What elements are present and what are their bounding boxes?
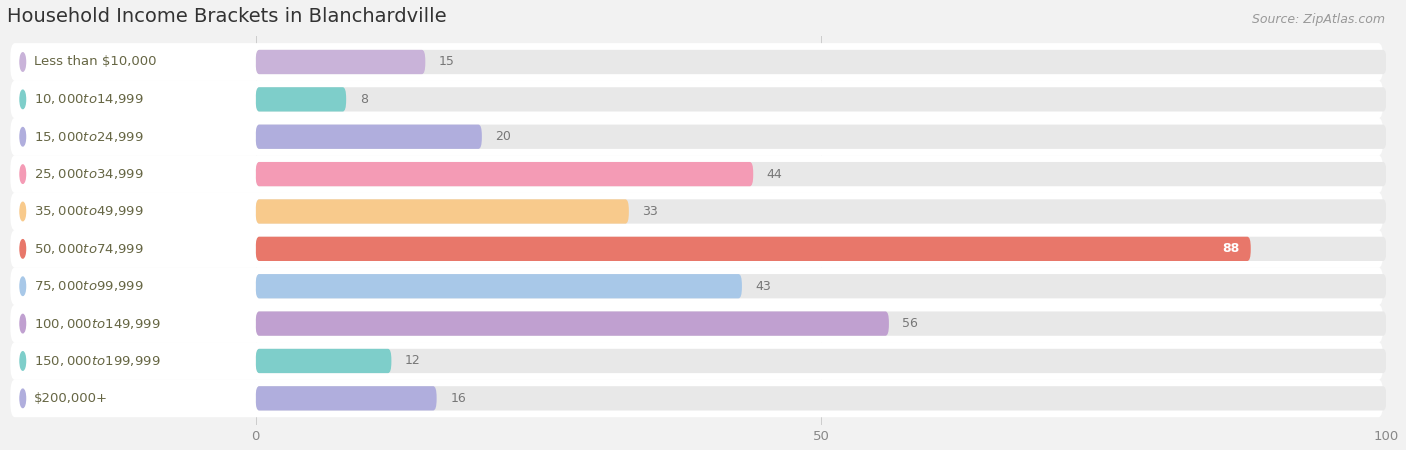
FancyBboxPatch shape [10, 267, 1384, 305]
FancyBboxPatch shape [10, 155, 1384, 193]
FancyBboxPatch shape [13, 274, 256, 298]
Circle shape [20, 315, 25, 333]
FancyBboxPatch shape [13, 162, 256, 186]
FancyBboxPatch shape [13, 311, 256, 336]
FancyBboxPatch shape [256, 311, 889, 336]
Text: 56: 56 [903, 317, 918, 330]
FancyBboxPatch shape [256, 199, 628, 224]
Text: 12: 12 [405, 355, 420, 368]
FancyBboxPatch shape [256, 349, 391, 373]
FancyBboxPatch shape [256, 199, 1386, 224]
FancyBboxPatch shape [10, 118, 1384, 156]
Text: $50,000 to $74,999: $50,000 to $74,999 [34, 242, 143, 256]
Text: $15,000 to $24,999: $15,000 to $24,999 [34, 130, 143, 144]
FancyBboxPatch shape [256, 386, 1386, 410]
FancyBboxPatch shape [10, 379, 1384, 417]
Text: 44: 44 [766, 167, 783, 180]
FancyBboxPatch shape [256, 50, 425, 74]
Text: Less than $10,000: Less than $10,000 [34, 55, 156, 68]
FancyBboxPatch shape [256, 237, 1251, 261]
FancyBboxPatch shape [256, 87, 346, 112]
FancyBboxPatch shape [256, 274, 1386, 298]
Circle shape [20, 90, 25, 108]
FancyBboxPatch shape [256, 87, 1386, 112]
FancyBboxPatch shape [13, 386, 256, 410]
Circle shape [20, 277, 25, 296]
FancyBboxPatch shape [256, 349, 1386, 373]
Circle shape [20, 239, 25, 258]
Circle shape [20, 53, 25, 71]
FancyBboxPatch shape [13, 87, 256, 112]
Text: 15: 15 [439, 55, 454, 68]
Circle shape [20, 202, 25, 220]
Text: Household Income Brackets in Blanchardville: Household Income Brackets in Blanchardvi… [7, 7, 447, 26]
FancyBboxPatch shape [256, 237, 1386, 261]
FancyBboxPatch shape [10, 342, 1384, 380]
Text: 8: 8 [360, 93, 368, 106]
Circle shape [20, 352, 25, 370]
Text: 88: 88 [1222, 243, 1240, 255]
Text: $10,000 to $14,999: $10,000 to $14,999 [34, 92, 143, 106]
FancyBboxPatch shape [256, 311, 1386, 336]
FancyBboxPatch shape [256, 125, 482, 149]
FancyBboxPatch shape [10, 193, 1384, 230]
Text: $25,000 to $34,999: $25,000 to $34,999 [34, 167, 143, 181]
FancyBboxPatch shape [10, 81, 1384, 118]
Circle shape [20, 165, 25, 183]
Text: $75,000 to $99,999: $75,000 to $99,999 [34, 279, 143, 293]
FancyBboxPatch shape [256, 274, 742, 298]
Text: $200,000+: $200,000+ [34, 392, 108, 405]
FancyBboxPatch shape [13, 349, 256, 373]
FancyBboxPatch shape [256, 125, 1386, 149]
Text: Source: ZipAtlas.com: Source: ZipAtlas.com [1251, 14, 1385, 27]
Text: 20: 20 [495, 130, 512, 143]
FancyBboxPatch shape [13, 50, 256, 74]
FancyBboxPatch shape [256, 50, 1386, 74]
FancyBboxPatch shape [10, 305, 1384, 342]
FancyBboxPatch shape [13, 199, 256, 224]
FancyBboxPatch shape [13, 237, 256, 261]
FancyBboxPatch shape [10, 230, 1384, 268]
FancyBboxPatch shape [10, 43, 1384, 81]
Circle shape [20, 127, 25, 146]
Text: $100,000 to $149,999: $100,000 to $149,999 [34, 317, 160, 331]
Text: 16: 16 [450, 392, 465, 405]
FancyBboxPatch shape [256, 386, 437, 410]
FancyBboxPatch shape [256, 162, 754, 186]
FancyBboxPatch shape [256, 162, 1386, 186]
FancyBboxPatch shape [13, 125, 256, 149]
Text: 43: 43 [755, 280, 772, 292]
Text: 33: 33 [643, 205, 658, 218]
Circle shape [20, 389, 25, 408]
Text: $150,000 to $199,999: $150,000 to $199,999 [34, 354, 160, 368]
Text: $35,000 to $49,999: $35,000 to $49,999 [34, 204, 143, 219]
